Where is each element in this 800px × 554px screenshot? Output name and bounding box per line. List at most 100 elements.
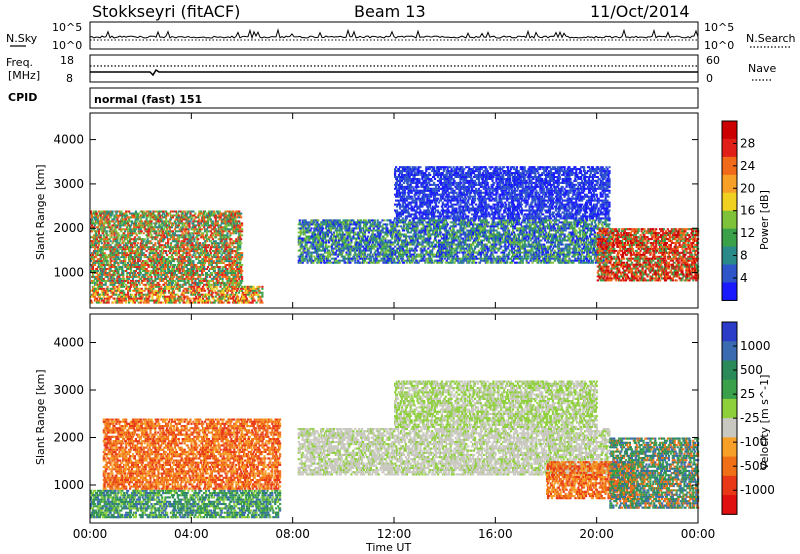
heatmap-cell (240, 297, 244, 300)
heatmap-cell (177, 218, 180, 221)
heatmap-cell (336, 221, 339, 224)
heatmap-cell (207, 293, 210, 296)
heatmap-cell (183, 240, 186, 243)
heatmap-cell (222, 244, 225, 247)
heatmap-cell (181, 226, 184, 229)
heatmap-cell (319, 255, 322, 258)
heatmap-cell (117, 246, 120, 249)
heatmap-cell (178, 287, 181, 290)
heatmap-cell (146, 210, 149, 213)
heatmap-cell (226, 268, 229, 270)
heatmap-cell (92, 279, 96, 282)
heatmap-cell (193, 272, 196, 274)
heatmap-cell (164, 270, 167, 272)
heatmap-cell (97, 240, 100, 243)
heatmap-cell (104, 291, 107, 294)
heatmap-cell (146, 246, 149, 249)
heatmap-cell (96, 254, 99, 257)
heatmap-cell (187, 234, 190, 237)
heatmap-cell (129, 238, 132, 241)
heatmap-cell (113, 256, 116, 259)
heatmap-cell (235, 242, 238, 245)
heatmap-cell (231, 256, 234, 259)
cpid-panel: CPID normal (fast) 151 (8, 87, 699, 109)
heatmap-cell (334, 239, 337, 242)
heatmap-cell (188, 256, 191, 259)
heatmap-cell (261, 291, 264, 294)
heatmap-cell (257, 295, 260, 298)
heatmap-cell (250, 297, 253, 300)
heatmap-cell (349, 251, 352, 254)
heatmap-cell (207, 244, 211, 247)
heatmap-cell (320, 253, 323, 256)
heatmap-cell (308, 231, 311, 234)
heatmap-cell (221, 232, 224, 235)
heatmap-cell (170, 264, 174, 266)
heatmap-cell (121, 238, 124, 241)
heatmap-cell (232, 260, 235, 263)
heatmap-cell (170, 283, 174, 286)
heatmap-cell (187, 220, 190, 223)
heatmap-cell (100, 275, 103, 278)
heatmap-cell (107, 214, 110, 217)
heatmap-cell (134, 218, 137, 221)
heatmap-cell (120, 256, 123, 259)
heatmap-cell (183, 262, 186, 264)
heatmap-cell (102, 279, 105, 282)
heatmap-cell (231, 232, 234, 235)
heatmap-cell (123, 212, 126, 215)
heatmap-cell (113, 277, 116, 280)
heatmap-cell (135, 285, 138, 288)
heatmap-cell (122, 264, 125, 266)
heatmap-cell (102, 283, 105, 286)
heatmap-cell (129, 250, 133, 253)
heatmap-cell (91, 295, 94, 298)
heatmap-cell (109, 250, 112, 253)
heatmap-cell (139, 272, 142, 274)
heatmap-cell (157, 291, 160, 294)
heatmap-cell (123, 232, 126, 235)
heatmap-cell (96, 289, 99, 292)
heatmap-cell (140, 220, 143, 223)
heatmap-cell (313, 221, 316, 224)
heatmap-cell (187, 218, 190, 221)
heatmap-cell (208, 289, 211, 292)
heatmap-cell (102, 262, 105, 264)
heatmap-cell (192, 236, 195, 239)
heatmap-cell (178, 234, 181, 237)
heatmap-cell (210, 232, 213, 235)
heatmap-cell (95, 279, 98, 282)
heatmap-cell (172, 275, 175, 278)
heatmap-cell (207, 285, 210, 288)
heatmap-cell (218, 270, 221, 272)
heatmap-cell (137, 264, 140, 266)
nsky-trace (89, 28, 699, 40)
heatmap-cell (337, 245, 340, 248)
heatmap-cell (207, 262, 211, 264)
heatmap-cell (170, 272, 174, 274)
heatmap-cell (310, 227, 313, 230)
heatmap-cell (313, 223, 316, 226)
heatmap-cell (170, 226, 174, 229)
heatmap-cell (138, 260, 141, 263)
heatmap-cell (186, 289, 189, 292)
heatmap-cell (127, 272, 130, 274)
heatmap-cell (121, 301, 124, 304)
heatmap-cell (171, 279, 174, 282)
heatmap-cell (152, 268, 155, 270)
heatmap-cell (332, 231, 335, 234)
heatmap-cell (213, 232, 216, 235)
heatmap-cell (175, 248, 178, 251)
heatmap-cell (124, 224, 127, 227)
heatmap-cell (184, 230, 187, 233)
cpid-label: CPID (8, 91, 37, 104)
heatmap-cell (239, 214, 242, 217)
heatmap-cell (177, 258, 180, 261)
heatmap-cell (134, 295, 137, 298)
heatmap-cell (182, 246, 185, 249)
heatmap-cell (157, 218, 160, 221)
heatmap-cell (158, 232, 161, 235)
heatmap-cell (354, 231, 357, 234)
heatmap-cell (158, 285, 161, 288)
heatmap-cell (119, 244, 122, 247)
